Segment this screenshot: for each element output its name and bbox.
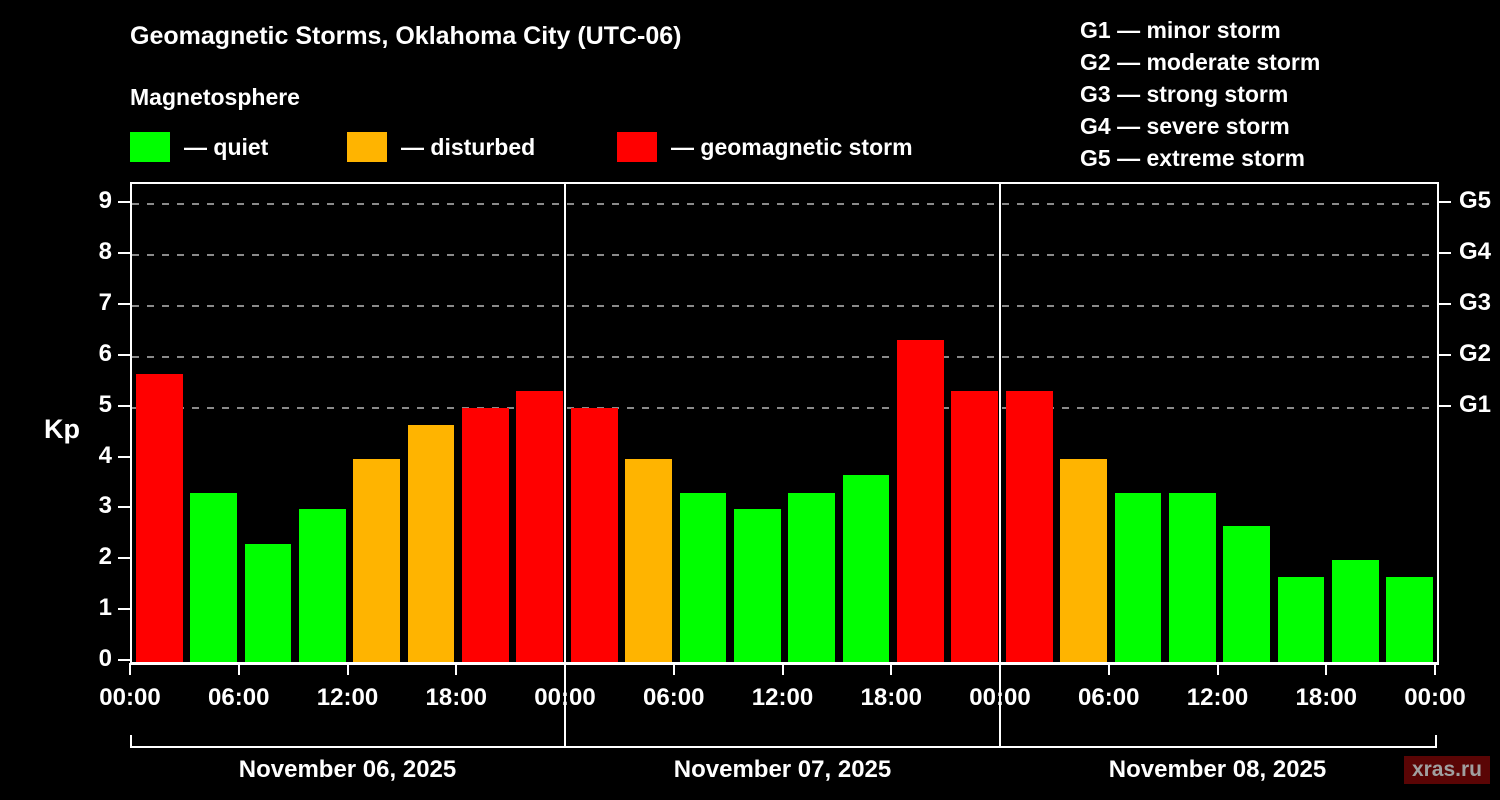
storm-color-swatch <box>617 132 657 162</box>
kp-bar <box>1060 458 1107 662</box>
y-axis-tick-label: 7 <box>98 289 112 317</box>
g-scale-tick-label: G5 <box>1459 187 1492 215</box>
legend-label-disturbed: — disturbed <box>401 133 536 160</box>
legend-item-disturbed: — disturbed <box>347 132 535 162</box>
y-axis-tick-label: 1 <box>98 594 112 622</box>
storm-scale-legend: G1 — minor storm G2 — moderate storm G3 … <box>1080 14 1320 174</box>
kp-bar <box>1168 492 1216 662</box>
legend-item-quiet: — quiet <box>130 132 268 162</box>
y-axis-tick-label: 2 <box>98 543 112 571</box>
watermark: xras.ru <box>1403 756 1490 784</box>
y-axis-tick-label: 0 <box>98 645 112 672</box>
x-axis-tick-label: 00:00 <box>1404 684 1466 711</box>
kp-bar <box>1223 526 1271 662</box>
storm-scale-g5: G5 — extreme storm <box>1080 145 1305 171</box>
g-scale-tick <box>1439 353 1451 356</box>
date-label: November 07, 2025 <box>673 756 892 783</box>
page-title: Geomagnetic Storms, Oklahoma City (UTC-0… <box>130 22 682 50</box>
y-axis-tick <box>118 659 130 661</box>
y-axis-tick <box>118 201 130 204</box>
g-scale-tick-label: G1 <box>1459 390 1492 418</box>
x-axis-tick-label: 00:00 <box>99 684 161 711</box>
x-axis-tick-label: 12:00 <box>316 684 379 711</box>
storm-scale-g4: G4 — severe storm <box>1080 113 1290 139</box>
gridline-kp-8 <box>132 254 1437 257</box>
g-scale-tick-label: G3 <box>1459 289 1492 317</box>
date-label: November 08, 2025 <box>1108 756 1327 783</box>
gridline-kp-5 <box>132 406 1437 409</box>
kp-bar <box>1114 492 1162 662</box>
date-bracket-end-tick <box>130 735 132 748</box>
kp-bar <box>897 340 944 662</box>
disturbed-color-swatch <box>347 132 387 162</box>
g-scale-tick-label: G2 <box>1459 339 1492 367</box>
kp-bar <box>1332 560 1379 662</box>
kp-bar <box>462 407 509 662</box>
kp-bar <box>842 475 890 662</box>
x-axis-tick-label: 12:00 <box>1186 684 1249 711</box>
kp-bar <box>1005 390 1053 662</box>
y-axis-tick <box>118 455 130 458</box>
kp-bar <box>353 458 401 662</box>
x-axis-tick-label: 12:00 <box>751 684 814 711</box>
x-axis-tick-label: 00:00 <box>534 684 596 711</box>
g-scale-tick-label: G4 <box>1459 238 1492 266</box>
x-axis-tick-label: 06:00 <box>208 684 270 711</box>
y-axis-tick-label: 4 <box>98 441 112 469</box>
kp-bar <box>298 509 346 662</box>
x-axis-tick-label: 18:00 <box>860 684 922 711</box>
kp-bar <box>625 458 672 662</box>
g-scale-tick <box>1439 252 1451 255</box>
y-axis-tick <box>118 506 130 509</box>
y-axis-tick-label: 9 <box>98 187 112 215</box>
kp-bar <box>516 390 564 662</box>
gridline-kp-7 <box>132 305 1437 308</box>
kp-bar <box>733 509 781 662</box>
gridline-kp-9 <box>132 203 1437 206</box>
gridline-kp-6 <box>132 355 1437 358</box>
chart-subtitle: Magnetosphere <box>130 84 300 110</box>
y-axis-tick <box>118 303 130 306</box>
x-axis-tick-label: 00:00 <box>969 684 1031 711</box>
kp-bar <box>679 492 727 662</box>
kp-bar <box>951 390 999 662</box>
kp-bar <box>1386 577 1434 662</box>
date-bracket-end-tick <box>1435 735 1437 748</box>
kp-bar <box>135 373 183 662</box>
x-axis-tick-label: 18:00 <box>1295 684 1357 711</box>
g-scale-tick <box>1439 303 1451 306</box>
y-axis-tick <box>118 404 130 407</box>
g-scale-tick <box>1439 404 1451 407</box>
quiet-color-swatch <box>130 132 170 162</box>
legend-label-storm: — geomagnetic storm <box>671 133 913 160</box>
legend-label-quiet: — quiet <box>184 133 269 160</box>
legend-item-storm: — geomagnetic storm <box>617 132 913 162</box>
date-label: November 06, 2025 <box>238 756 457 783</box>
kp-bar <box>244 543 292 662</box>
kp-bar <box>1277 577 1325 662</box>
kp-bar <box>190 492 237 662</box>
y-axis-tick-label: 3 <box>98 492 112 520</box>
y-axis-tick <box>118 353 130 356</box>
kp-bar <box>407 424 455 662</box>
y-axis-tick <box>118 252 130 255</box>
y-axis-tick-label: 8 <box>98 238 112 266</box>
date-bracket-line <box>130 746 1437 748</box>
storm-scale-g2: G2 — moderate storm <box>1080 49 1321 75</box>
kp-bar <box>570 407 618 662</box>
storm-scale-g3: G3 — strong storm <box>1080 81 1289 107</box>
storm-scale-g1: G1 — minor storm <box>1080 17 1281 43</box>
kp-bar <box>788 492 836 662</box>
y-axis-title: Kp <box>44 414 80 444</box>
y-axis-tick <box>118 608 130 611</box>
y-axis-tick <box>118 557 130 560</box>
x-axis-tick-label: 06:00 <box>1078 684 1140 711</box>
g-scale-tick <box>1439 201 1451 204</box>
x-axis-tick-label: 06:00 <box>643 684 705 711</box>
x-axis-tick-label: 18:00 <box>425 684 487 711</box>
y-axis-tick-label: 6 <box>98 339 112 367</box>
plot-area <box>130 182 1439 665</box>
